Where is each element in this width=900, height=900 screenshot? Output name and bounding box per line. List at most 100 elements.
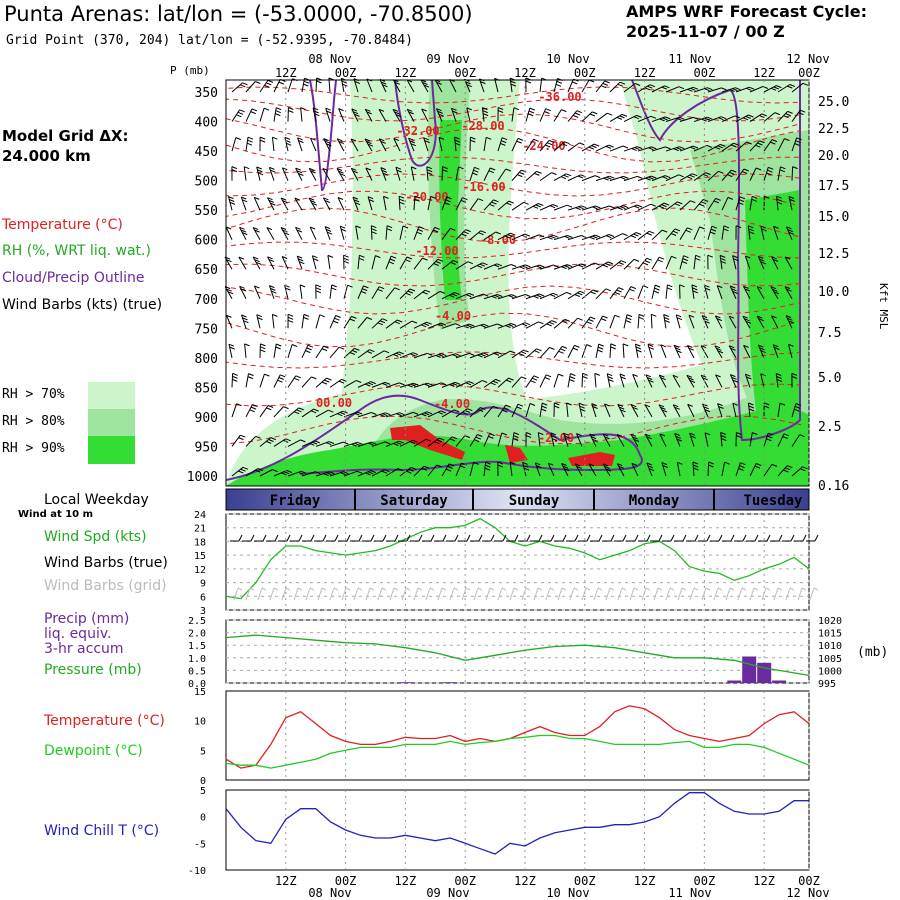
wind-barb xyxy=(567,290,585,300)
wind-barb xyxy=(550,432,558,447)
wind-barb-grid xyxy=(401,587,411,601)
wind-barb xyxy=(245,468,263,477)
wind-barb xyxy=(704,432,711,447)
wind-barb xyxy=(497,377,514,388)
wind-barb-true xyxy=(698,534,711,542)
wind-barb xyxy=(268,285,277,299)
wind-barb xyxy=(427,258,443,270)
pressure-tick-label: 550 xyxy=(195,204,218,219)
wind-barb-grid xyxy=(509,587,519,601)
wind-barb xyxy=(324,226,333,240)
wind-barb xyxy=(595,175,615,182)
wind-barb xyxy=(714,345,724,359)
wind-barb xyxy=(756,286,765,300)
wind-barb xyxy=(245,108,258,122)
wind-barb xyxy=(609,81,626,93)
wind-barb xyxy=(742,315,752,329)
wind-barb xyxy=(287,470,307,477)
wind-barb xyxy=(735,196,746,211)
wind-barb xyxy=(539,172,557,182)
wind-barb xyxy=(707,225,717,240)
y-tick-label: 3 xyxy=(200,606,206,617)
legend-wind-barbs: Wind Barbs (kts) (true) xyxy=(2,297,163,313)
wind-barb-true xyxy=(770,534,783,542)
pressure-tick-label: 600 xyxy=(195,234,218,249)
wind-barb xyxy=(728,345,737,359)
page-title: Punta Arenas: lat/lon = (-53.0000, -70.8… xyxy=(4,2,473,26)
wind-barb xyxy=(511,169,527,181)
wind-barb xyxy=(553,109,567,122)
wind-barb xyxy=(239,226,248,240)
wind-barb xyxy=(355,225,361,240)
wind-barb xyxy=(735,432,742,447)
wind-barb xyxy=(413,411,433,418)
wind-barb xyxy=(351,108,360,122)
wind-barb xyxy=(735,141,752,152)
wind-barb xyxy=(315,314,325,329)
wind-barb xyxy=(497,323,517,329)
wind-barb xyxy=(483,136,492,152)
wind-barb xyxy=(623,286,637,300)
wind-barb xyxy=(399,382,419,388)
wind-barb-true xyxy=(530,534,543,542)
wind-barb xyxy=(252,256,262,270)
wind-barb xyxy=(609,145,629,152)
bottom-time-tick: 12Z xyxy=(514,874,536,888)
temperature-contour-label: -20.00 xyxy=(405,190,448,204)
wind-barb xyxy=(553,141,570,152)
wind-barb xyxy=(413,257,428,270)
wind-barb xyxy=(231,137,241,152)
legend-rh: RH (%, WRT liq. wat.) xyxy=(2,243,151,259)
wind-barb xyxy=(707,461,714,477)
wind-barb-true xyxy=(806,534,819,542)
wind-barb xyxy=(383,195,389,211)
wind-barb xyxy=(438,136,445,152)
wind-barb-grid xyxy=(413,587,423,601)
pressure-tick-label: 950 xyxy=(195,440,218,455)
wind-barb xyxy=(788,196,795,211)
wind-barb xyxy=(392,108,402,122)
wind-barb xyxy=(497,350,516,359)
wind-barb xyxy=(525,264,545,270)
wind-barb xyxy=(561,463,570,477)
wind-barb xyxy=(259,373,270,388)
height-tick-label: 17.5 xyxy=(818,179,849,194)
top-date-label: 12 Nov xyxy=(786,52,829,66)
y-tick-label: 0 xyxy=(200,813,206,824)
pressure-tick-label: 1000 xyxy=(187,470,218,485)
wind-barb xyxy=(497,264,517,270)
wind-barb-grid xyxy=(425,587,435,601)
bottom-date-label: 08 Nov xyxy=(308,886,351,900)
wind-barb xyxy=(693,254,701,270)
wind-barb xyxy=(791,137,802,152)
wind-barb xyxy=(525,321,544,329)
y-tick-label: 18 xyxy=(194,537,206,548)
wind-barb xyxy=(385,319,403,329)
wind-barb xyxy=(228,196,236,211)
wind-barb xyxy=(679,145,699,152)
wind-barb xyxy=(441,292,460,300)
wind-barb xyxy=(299,284,306,299)
wind-barb xyxy=(497,137,508,152)
wind-barb xyxy=(525,138,539,152)
wind-barb xyxy=(311,255,319,270)
dewpoint-label: Dewpoint (°C) xyxy=(44,743,143,759)
wind-barb xyxy=(295,226,303,240)
wind-barb xyxy=(273,107,282,122)
temperature-contour xyxy=(225,383,802,407)
wind-barb xyxy=(721,461,730,477)
wind-barb xyxy=(511,322,530,329)
wind-barb xyxy=(693,172,711,182)
wind-barb xyxy=(589,433,598,447)
wind-barb-grid xyxy=(317,587,327,601)
wind-barb xyxy=(632,373,639,388)
wind-barb xyxy=(483,294,503,300)
wind-barb xyxy=(370,225,377,240)
wind-barb xyxy=(646,462,655,477)
weekday-label: Sunday xyxy=(509,493,560,509)
wind-barb xyxy=(747,402,755,417)
wind-barb xyxy=(259,469,278,477)
temperature-contour xyxy=(225,127,802,163)
wind-barb xyxy=(578,402,586,418)
wind-barb xyxy=(588,463,597,477)
